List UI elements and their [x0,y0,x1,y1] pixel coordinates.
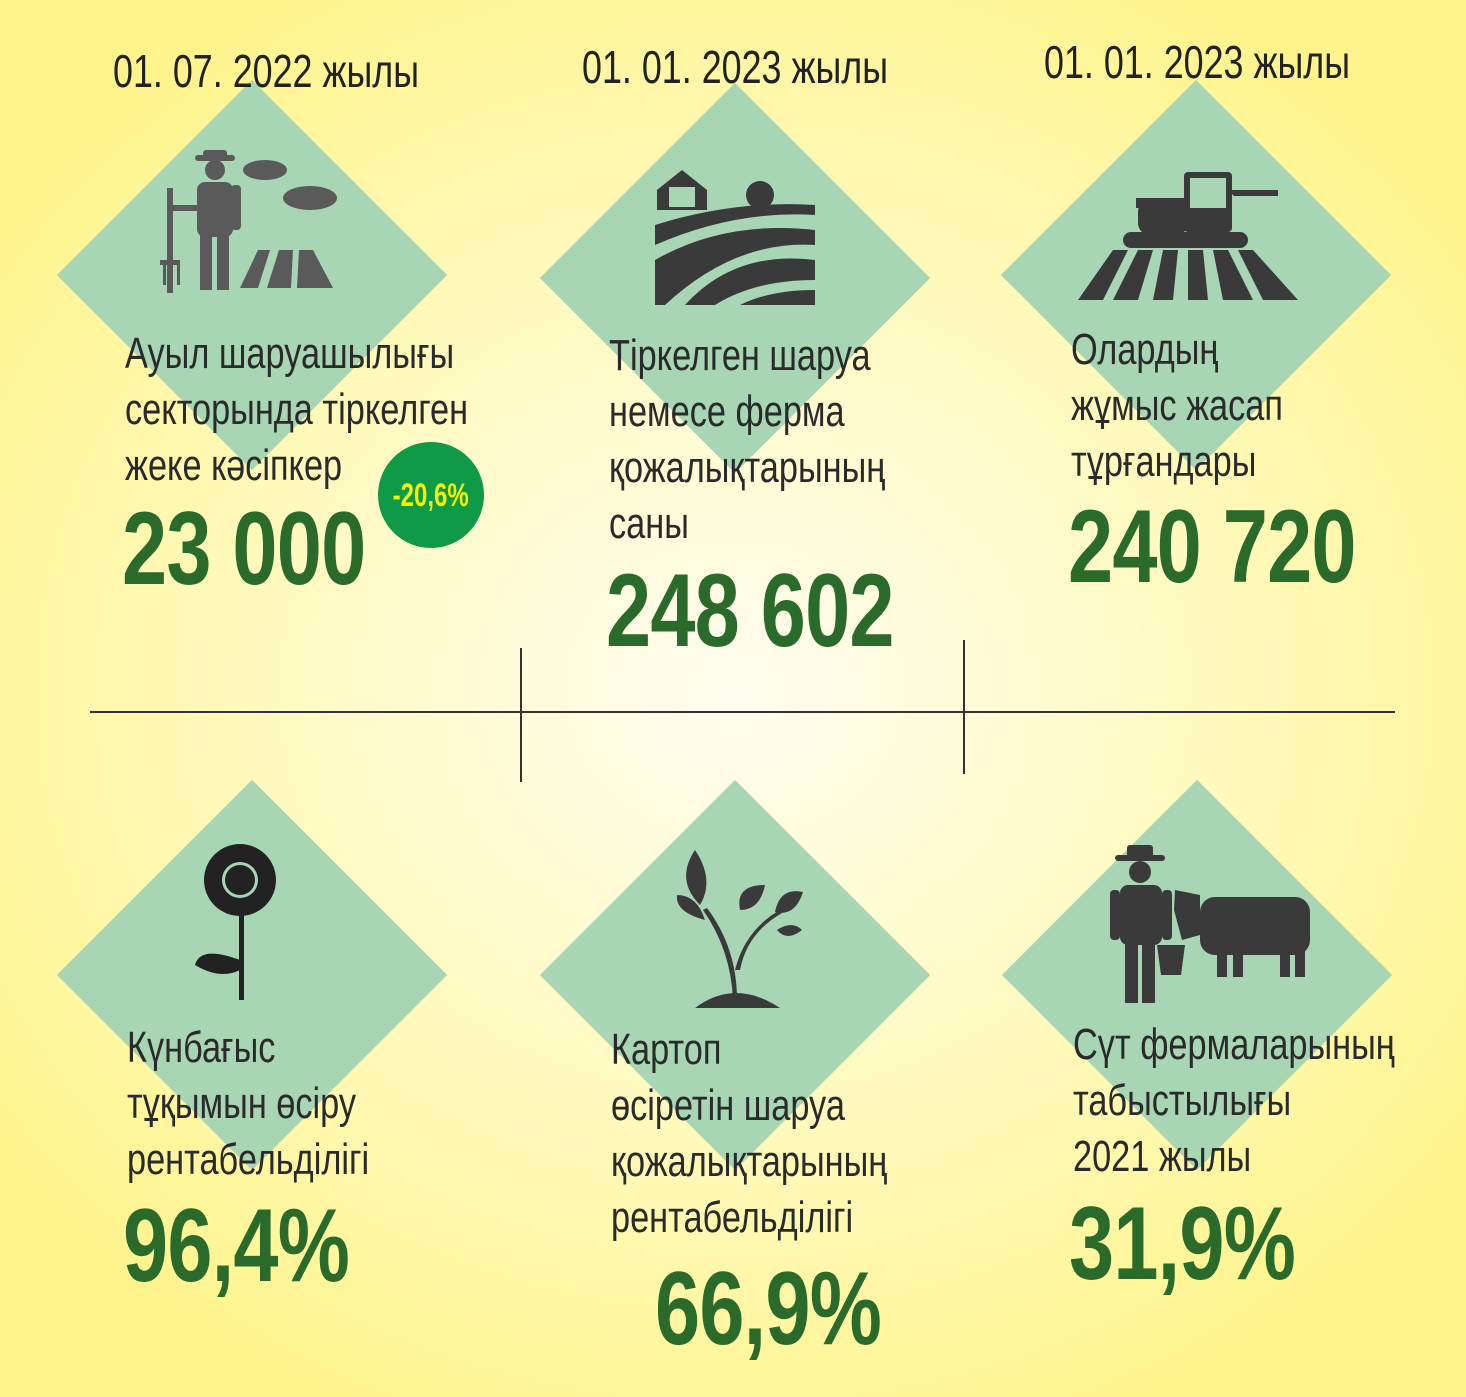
badge-text: -20,6% [392,476,470,513]
stat-label-6: Сүт фермаларының табыстылығы 2021 жылы [1073,1017,1395,1185]
combine-harvester-icon [1078,172,1298,300]
label-line: секторында тіркелген [125,385,469,434]
label-line: рентабельділігі [127,1135,370,1184]
label-line: рентабельділігі [611,1193,854,1242]
stat-label-2: Тіркелген шаруа немесе ферма қожалықтары… [609,328,885,552]
label-line: немесе ферма [609,387,845,436]
label-line: саны [609,499,689,548]
farmer-field-icon [160,150,337,293]
date-label-1: 01. 07. 2022 жылы [113,45,420,97]
label-line: жеке кәсіпкер [125,441,343,490]
label-line: Ауыл шаруашылығы [125,329,455,378]
label-line: 2021 жылы [1073,1132,1252,1181]
label-line: Олардың [1071,325,1219,374]
label-line: қожалықтарының [609,443,886,492]
stat-value-1: 23 000 [122,491,366,607]
sunflower-icon [195,844,276,1000]
label-line: табыстылығы [1073,1076,1292,1125]
stat-label-4: Күнбағыс тұқымын өсіру рентабельділігі [127,1020,369,1188]
vertical-divider-2 [963,640,965,774]
label-line: қожалықтарының [611,1137,888,1186]
vertical-divider-1 [520,648,522,782]
label-line: Тіркелген шаруа [609,331,871,380]
stat-value-4: 96,4% [123,1188,350,1304]
date-label-3: 01. 01. 2023 жылы [1044,36,1351,88]
stat-label-3: Олардың жұмыс жасап тұрғандары [1071,322,1283,490]
label-line: Күнбағыс [127,1023,276,1072]
stat-value-2: 248 602 [606,553,895,669]
date-label-2: 01. 01. 2023 жылы [582,41,889,93]
horizontal-divider [90,711,1395,713]
change-badge: -20,6% [378,442,484,548]
label-line: өсіретін шаруа [611,1081,845,1130]
stat-value-6: 31,9% [1069,1186,1296,1302]
stat-value-5: 66,9% [655,1251,882,1367]
label-line: тұқымын өсіру [127,1079,357,1128]
label-line: тұрғандары [1071,437,1257,486]
dairy-farmer-cow-icon [1110,845,1310,1003]
stat-label-5: Картоп өсіретін шаруа қожалықтарының рен… [611,1022,887,1246]
sprout-icon [676,850,803,1008]
label-line: Картоп [611,1025,722,1074]
farm-barn-icon [655,170,815,305]
stat-label-1: Ауыл шаруашылығы секторында тіркелген же… [125,326,468,494]
label-line: Сүт фермаларының [1073,1020,1395,1069]
label-line: жұмыс жасап [1071,381,1283,430]
stat-value-3: 240 720 [1068,489,1357,605]
